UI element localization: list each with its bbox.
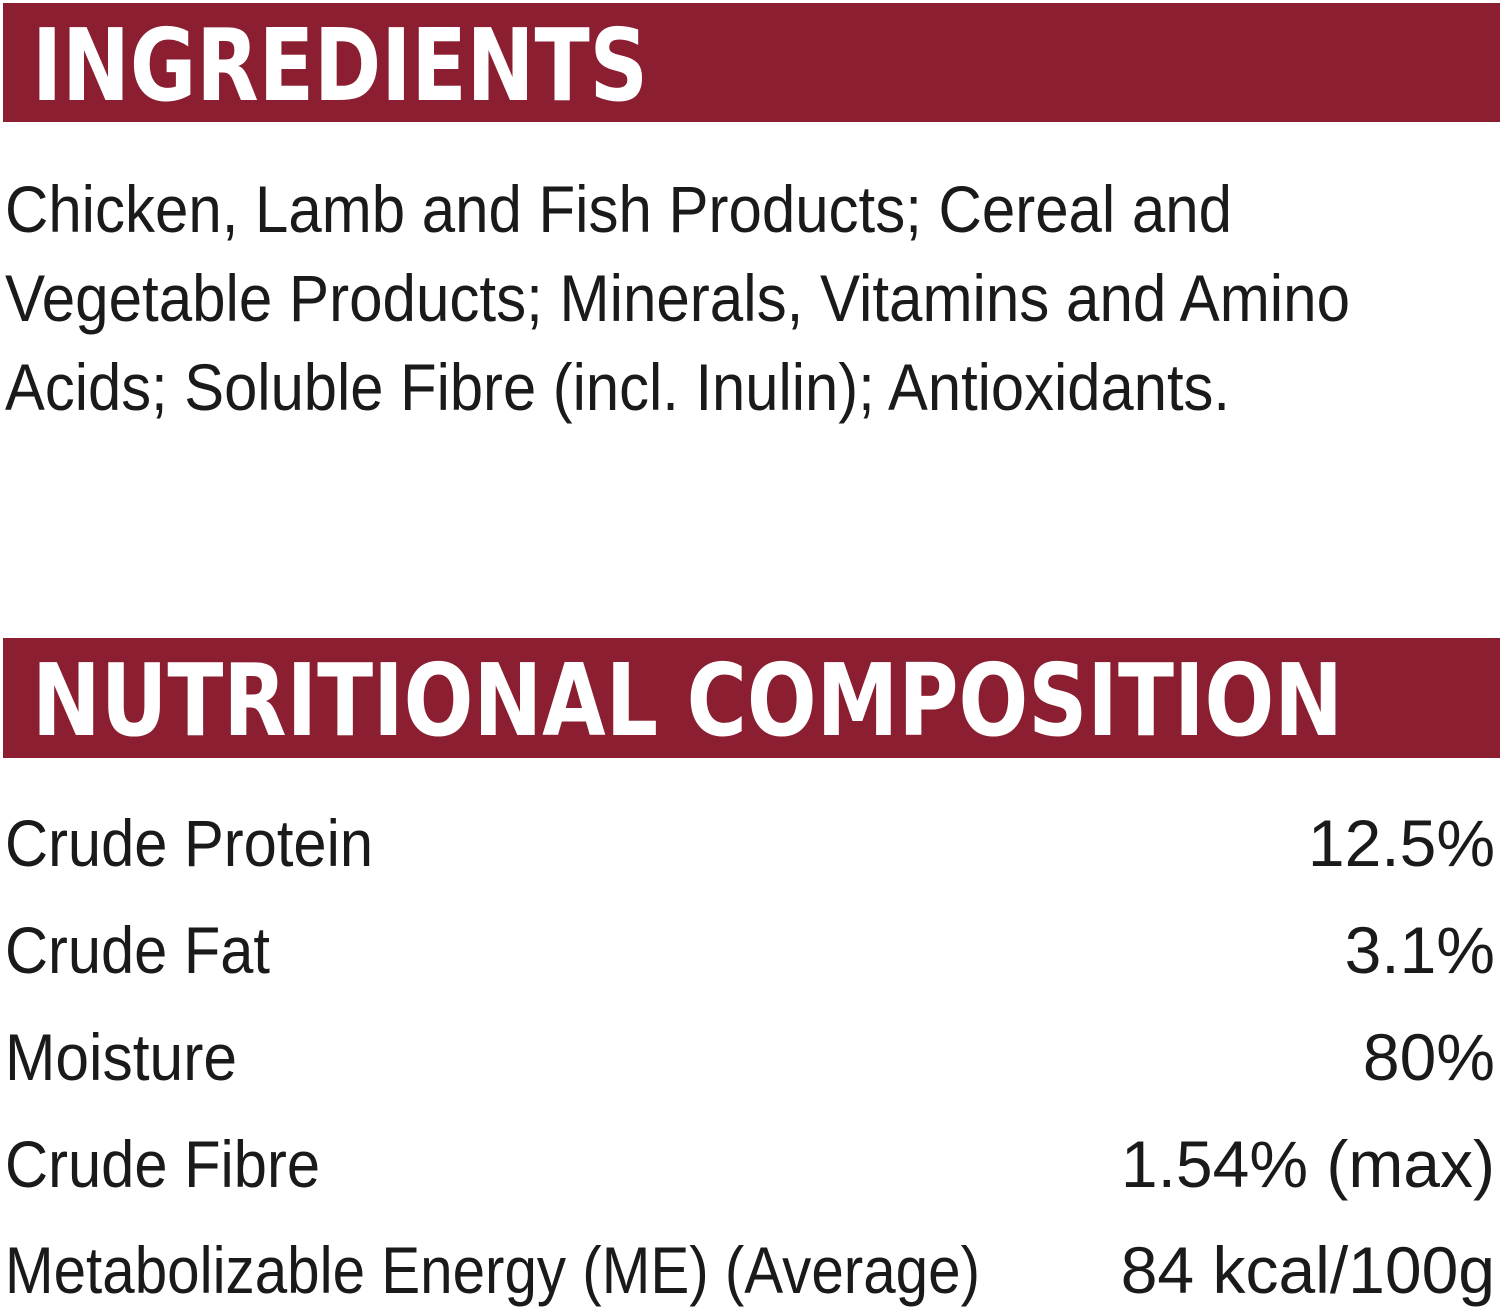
nutrient-value: 12.5%	[1308, 806, 1495, 880]
nutrient-name: Moisture	[5, 1020, 237, 1094]
nutrient-value: 84 kcal/100g	[1121, 1233, 1495, 1307]
ingredients-line: Chicken, Lamb and Fish Products; Cereal …	[5, 172, 1232, 246]
section-title: NUTRITIONAL COMPOSITION	[32, 642, 1343, 759]
nutrient-name: Metabolizable Energy (ME) (Average)	[5, 1233, 980, 1307]
ingredients-line: Acids; Soluble Fibre (incl. Inulin); Ant…	[5, 350, 1230, 424]
nutrient-name: Crude Protein	[5, 806, 373, 880]
nutrient-name: Crude Fibre	[5, 1127, 320, 1201]
nutrient-name: Crude Fat	[5, 913, 270, 987]
nutrient-value: 1.54% (max)	[1121, 1127, 1495, 1201]
ingredients-line: Vegetable Products; Minerals, Vitamins a…	[5, 261, 1350, 335]
nutrient-value: 3.1%	[1345, 913, 1495, 987]
section-title: INGREDIENTS	[32, 7, 648, 124]
header-bar	[3, 3, 1500, 122]
header-bar	[3, 638, 1500, 758]
nutrient-value: 80%	[1363, 1020, 1495, 1094]
